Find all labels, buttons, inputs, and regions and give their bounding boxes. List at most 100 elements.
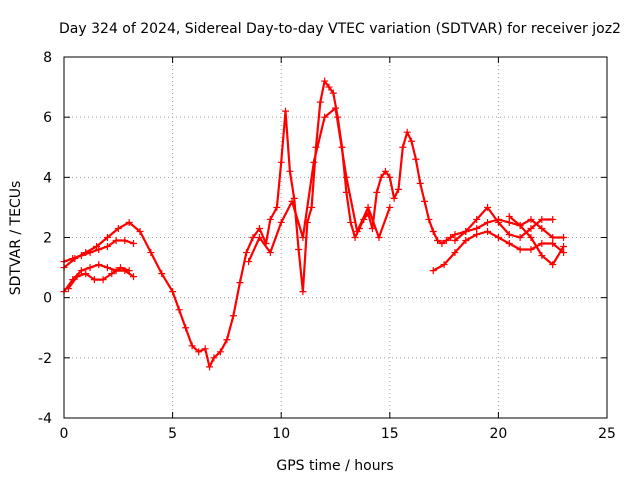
data-point	[549, 234, 557, 241]
data-point	[538, 252, 546, 260]
data-point	[364, 203, 372, 211]
data-point	[99, 276, 107, 284]
data-point	[108, 270, 116, 278]
data-point	[229, 312, 237, 320]
data-point	[442, 237, 450, 245]
data-point	[223, 336, 231, 344]
series-trace-7	[451, 203, 557, 245]
series-line	[62, 79, 565, 368]
data-point	[77, 267, 85, 275]
data-point	[95, 261, 103, 269]
data-point	[451, 237, 459, 245]
data-point	[394, 185, 402, 193]
data-point	[386, 203, 394, 211]
data-point	[377, 173, 385, 181]
data-point	[130, 240, 138, 248]
data-point	[527, 224, 535, 232]
data-point	[549, 240, 557, 248]
data-point	[473, 230, 481, 238]
data-point	[64, 285, 72, 293]
data-point	[266, 215, 274, 223]
data-point	[560, 234, 568, 241]
data-point	[82, 270, 90, 278]
y-tick-label: -4	[38, 411, 52, 427]
data-point	[121, 237, 129, 245]
data-point	[429, 267, 437, 275]
data-point	[255, 224, 263, 232]
data-point	[321, 77, 329, 85]
data-point	[188, 342, 196, 350]
data-point	[210, 354, 218, 362]
data-point	[332, 104, 339, 112]
data-point	[527, 246, 535, 254]
x-tick-label: 5	[168, 426, 177, 442]
data-point	[114, 224, 122, 232]
axis-ticks: 0 5 10 15 20 25 -4 -2 0 2 4 6 8	[38, 50, 616, 442]
data-point	[484, 203, 492, 211]
data-point	[447, 234, 455, 241]
series-trace-8	[505, 212, 568, 269]
data-point	[282, 107, 290, 115]
data-point	[103, 264, 111, 272]
data-point	[266, 249, 274, 257]
series-trace-2	[60, 261, 138, 296]
data-point	[325, 83, 333, 91]
x-tick-label: 25	[598, 426, 616, 442]
data-point	[93, 243, 101, 251]
data-point	[386, 173, 394, 181]
data-point	[538, 215, 546, 223]
data-point	[130, 273, 138, 281]
data-point	[484, 218, 492, 226]
data-point	[273, 203, 281, 211]
data-point	[527, 215, 535, 223]
data-point	[103, 234, 111, 241]
data-point	[288, 197, 296, 205]
data-point	[73, 273, 81, 281]
data-point	[560, 243, 568, 251]
data-point	[429, 227, 437, 235]
series-layer	[60, 77, 568, 371]
data-point	[112, 237, 120, 245]
data-point	[399, 143, 407, 151]
x-tick-label: 10	[272, 426, 290, 442]
data-point	[527, 234, 535, 241]
data-point	[299, 234, 307, 241]
x-tick-label: 0	[60, 426, 69, 442]
data-point	[158, 270, 166, 278]
data-point	[308, 203, 316, 211]
data-point	[403, 128, 411, 136]
data-point	[538, 224, 546, 232]
series-trace-6	[429, 227, 568, 275]
data-point	[425, 215, 433, 223]
data-point	[416, 179, 424, 187]
data-point	[421, 197, 429, 205]
y-tick-label: 8	[43, 50, 52, 66]
data-point	[195, 348, 203, 356]
data-point	[277, 158, 285, 166]
data-point	[242, 249, 250, 257]
y-axis-label: SDTVAR / TECUs	[8, 181, 24, 296]
data-point	[277, 218, 285, 226]
data-point	[82, 249, 90, 257]
data-point	[440, 261, 448, 269]
data-point	[216, 348, 224, 356]
data-point	[516, 221, 524, 229]
data-point	[516, 246, 524, 254]
data-point	[255, 234, 263, 241]
data-point	[451, 230, 459, 238]
data-point	[353, 227, 361, 235]
data-point	[286, 167, 294, 175]
data-point	[175, 306, 183, 314]
series-trace-5	[245, 104, 394, 266]
x-axis-label: GPS time / hours	[276, 458, 393, 474]
data-point	[473, 224, 481, 232]
data-point	[434, 237, 442, 245]
data-point	[103, 243, 111, 251]
x-tick-label: 20	[489, 426, 507, 442]
series-line	[247, 106, 391, 263]
data-point	[505, 240, 513, 248]
data-point	[438, 240, 446, 248]
y-tick-label: 2	[43, 231, 52, 247]
data-point	[373, 188, 381, 196]
y-tick-label: -2	[38, 351, 52, 367]
